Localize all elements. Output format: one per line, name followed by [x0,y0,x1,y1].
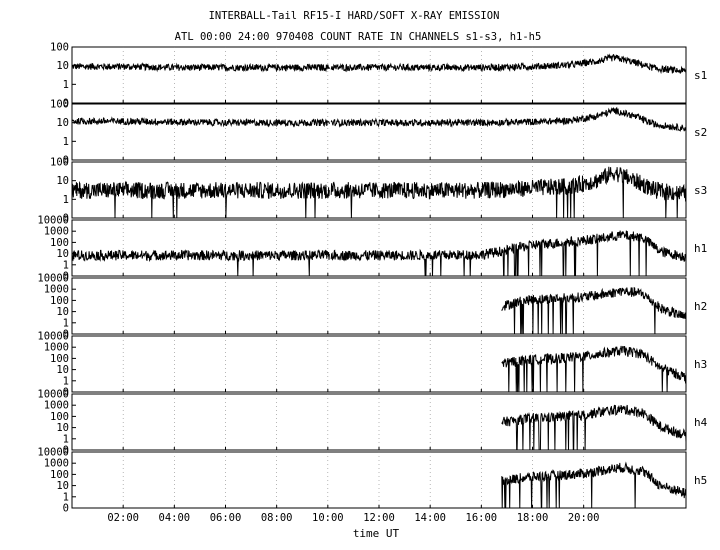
y-tick-label: 1000 [44,284,69,296]
y-tick-label: 1 [63,79,69,91]
series-h1-line [71,230,687,277]
y-tick-label: 1000 [44,342,69,354]
y-tick-label: 0 [63,213,69,225]
y-tick-label: 10000 [37,273,69,285]
x-tick-label: 14:00 [414,512,446,524]
y-tick-label: 1000 [44,400,69,412]
y-tick-label: 10000 [37,389,69,401]
y-tick-label: 10 [56,117,69,129]
x-tick-label: 06:00 [210,512,242,524]
y-tick-label: 0 [63,503,69,515]
series-h3-line [501,345,687,393]
y-tick-label: 1000 [44,458,69,470]
series-s2-line [71,106,687,132]
series-h5-line [501,461,687,509]
y-tick-label: 10 [56,480,69,492]
y-tick-label: 10000 [37,331,69,343]
panel-label: h2 [694,300,707,313]
x-tick-label: 08:00 [261,512,293,524]
y-tick-label: 0 [63,155,69,167]
panel-label: h1 [694,242,707,255]
x-tick-label: 10:00 [312,512,344,524]
x-tick-label: 16:00 [466,512,498,524]
y-tick-label: 1000 [44,226,69,238]
y-tick-label: 1 [63,317,69,329]
y-tick-label: 10 [56,248,69,260]
panel-label: s1 [694,69,707,82]
x-tick-label: 20:00 [568,512,600,524]
panels-group: 1001010s11001010s21001010s31000010001001… [37,42,707,525]
series-s1-line [71,53,687,75]
y-tick-label: 100 [50,237,69,249]
y-tick-label: 1 [63,491,69,503]
panel-label: s3 [694,184,707,197]
y-tick-label: 10000 [37,215,69,227]
series-h2-line [501,286,687,335]
y-tick-label: 1 [63,375,69,387]
y-tick-label: 0 [63,387,69,399]
y-tick-label: 100 [50,157,69,169]
y-tick-label: 1 [63,136,69,148]
y-tick-label: 0 [63,329,69,341]
y-tick-label: 100 [50,411,69,423]
x-tick-label: 18:00 [517,512,549,524]
y-tick-label: 100 [50,353,69,365]
panel-label: h3 [694,358,707,371]
x-tick-label: 12:00 [363,512,395,524]
y-tick-label: 100 [50,469,69,481]
chart-title: INTERBALL-Tail RF15-I HARD/SOFT X-RAY EM… [209,10,500,22]
panel-label: h4 [694,416,708,429]
y-tick-label: 10 [56,175,69,187]
x-tick-label: 04:00 [159,512,191,524]
x-axis-label: time UT [353,527,400,540]
panel-label: s2 [694,126,707,139]
y-tick-label: 10 [56,422,69,434]
chart-subtitle: ATL 00:00 24:00 970408 COUNT RATE IN CHA… [175,31,542,43]
y-tick-label: 100 [50,99,69,111]
y-tick-label: 1 [63,259,69,271]
y-tick-label: 10000 [37,447,69,459]
y-tick-label: 0 [63,445,69,457]
series-s3-line [71,166,687,219]
y-tick-label: 10 [56,60,69,72]
y-tick-label: 10 [56,364,69,376]
panel-label: h5 [694,474,707,487]
y-tick-label: 100 [50,42,69,54]
y-tick-label: 1 [63,194,69,206]
y-tick-label: 1 [63,433,69,445]
y-tick-label: 10 [56,306,69,318]
series-h4-line [501,404,687,451]
y-tick-label: 0 [63,98,69,110]
x-tick-label: 02:00 [107,512,139,524]
y-tick-label: 0 [63,271,69,283]
y-tick-label: 100 [50,295,69,307]
